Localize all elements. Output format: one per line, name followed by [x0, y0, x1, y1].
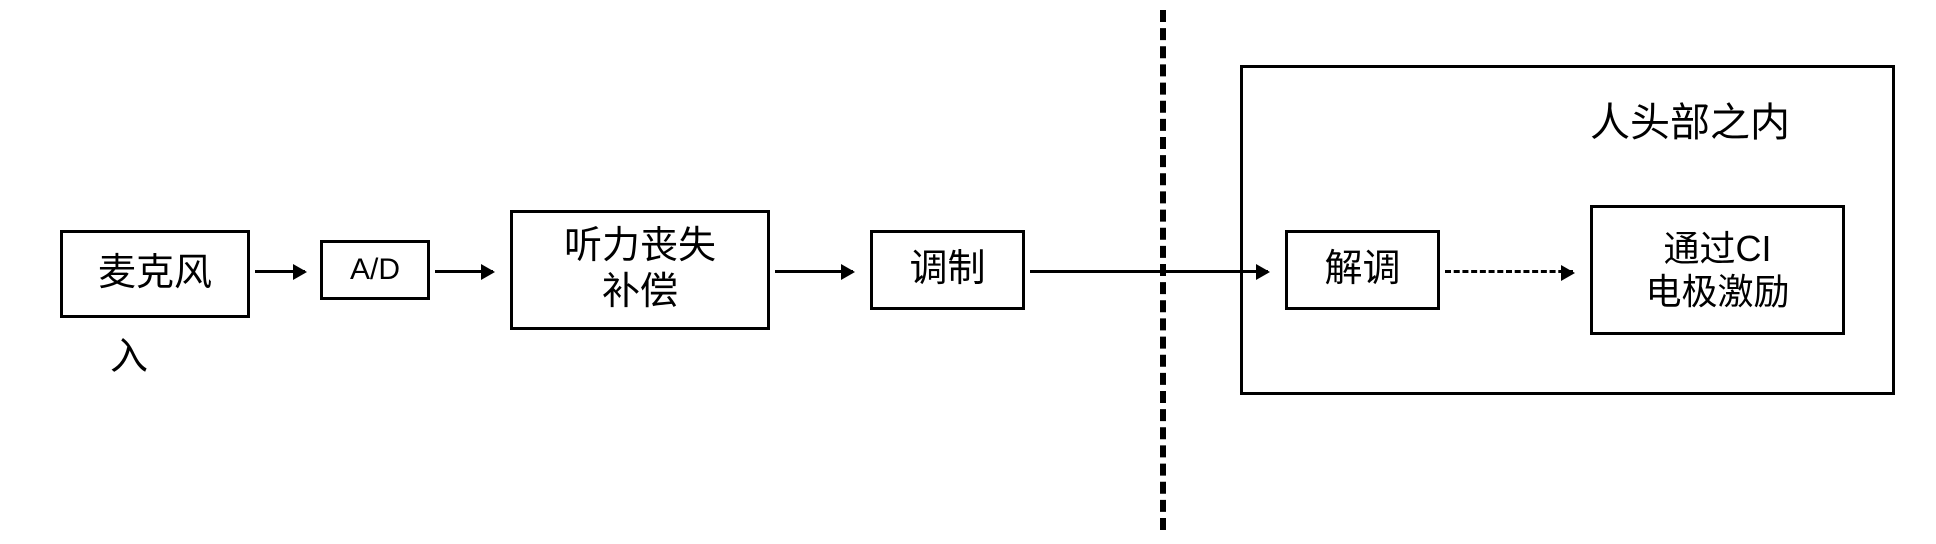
arrow-demod-to-stim [1445, 270, 1573, 273]
inside-head-container [1240, 65, 1895, 395]
node-hl-label: 听力丧失 补偿 [564, 224, 716, 315]
node-hearing-loss-compensation: 听力丧失 补偿 [510, 210, 770, 330]
arrow-mic-to-ad [255, 270, 305, 273]
arrow-mod-to-demod [1030, 270, 1268, 273]
node-microphone-label: 麦克风 [98, 251, 212, 297]
node-mod-label: 调制 [909, 247, 985, 293]
node-microphone: 麦克风 [60, 230, 250, 318]
node-ad-label: A/D [350, 252, 400, 288]
node-modulation: 调制 [870, 230, 1025, 310]
arrow-ad-to-hl [435, 270, 493, 273]
mic-input-label: 入 [110, 325, 148, 380]
arrow-hl-to-mod [775, 270, 853, 273]
flowchart-canvas: 麦克风 A/D 听力丧失 补偿 调制 解调 通过CI 电极激励 入 人头部之内 [0, 0, 1936, 544]
mic-input-text: 入 [110, 336, 148, 378]
node-ad-converter: A/D [320, 240, 430, 300]
